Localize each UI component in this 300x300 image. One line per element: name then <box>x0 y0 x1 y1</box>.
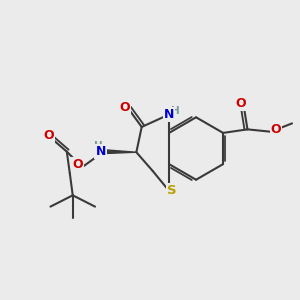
Text: O: O <box>44 129 54 142</box>
Text: S: S <box>167 184 177 197</box>
Text: H: H <box>94 141 103 151</box>
Text: O: O <box>119 100 130 114</box>
Text: O: O <box>235 97 246 110</box>
Text: N: N <box>95 145 106 158</box>
Text: O: O <box>271 123 281 136</box>
Text: N: N <box>164 108 174 121</box>
Text: H: H <box>171 106 180 116</box>
Text: O: O <box>73 158 83 171</box>
Polygon shape <box>103 150 136 154</box>
